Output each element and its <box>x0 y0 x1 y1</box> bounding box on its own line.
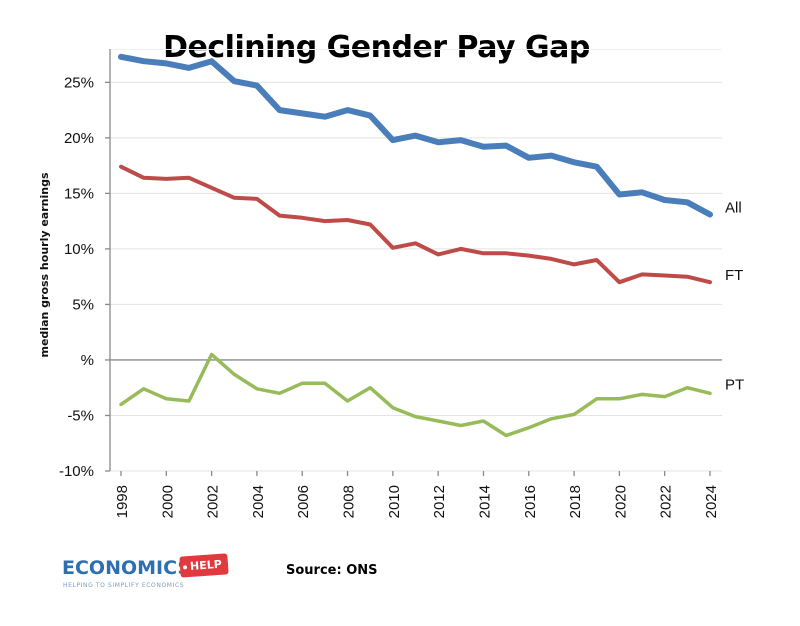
y-tick-label: -10% <box>59 463 94 480</box>
y-tick-label: -5% <box>67 407 94 424</box>
y-tick-label: 25% <box>64 74 94 91</box>
x-tick-label: 2022 <box>658 485 675 518</box>
series-labels: All FT PT <box>725 199 744 393</box>
x-axis-ticks: 1998 2000 2002 2004 2006 2008 2010 2012 2014 2016… <box>114 471 720 518</box>
logo-tagline: HELPING TO SIMPLIFY ECONOMICS <box>63 582 185 589</box>
x-tick-label: 2004 <box>250 485 267 518</box>
source-note: Source: ONS <box>286 563 378 578</box>
series-lines <box>118 53 713 438</box>
series-line-ft <box>119 164 712 285</box>
series-label-pt: PT <box>725 376 744 393</box>
series-label-all: All <box>725 199 742 216</box>
y-axis-label: median gross hourly earnings <box>38 172 51 357</box>
x-tick-label: 2014 <box>476 485 493 518</box>
gridlines <box>110 49 722 472</box>
x-tick-label: 2006 <box>295 485 312 518</box>
y-tick-label: % <box>81 352 94 369</box>
x-tick-label: 2020 <box>612 485 629 518</box>
x-tick-label: 2010 <box>386 485 403 518</box>
y-tick-label: 10% <box>64 241 94 258</box>
x-tick-label: 2018 <box>567 485 584 518</box>
y-tick-label: 15% <box>64 185 94 202</box>
logo-wordmark: ECONOMICS <box>62 557 192 579</box>
x-tick-label: 2024 <box>703 485 720 518</box>
x-tick-label: 2002 <box>205 485 222 518</box>
x-tick-label: 2012 <box>431 485 448 518</box>
y-tick-label: 20% <box>64 130 94 147</box>
series-line-all <box>118 53 713 218</box>
y-tick-label: 5% <box>72 296 94 313</box>
y-axis-ticks: -10% -5%% 5% 10% 15% 20% 25% <box>59 74 110 480</box>
x-tick-label: 2016 <box>522 485 539 518</box>
x-tick-label: 2008 <box>341 485 358 518</box>
x-tick-label: 2000 <box>159 485 176 518</box>
series-line-pt <box>119 352 712 438</box>
series-label-ft: FT <box>725 267 743 284</box>
x-tick-label: 1998 <box>114 485 131 518</box>
chart-title: Declining Gender Pay Gap <box>163 30 590 65</box>
logo-help-tag: HELP <box>179 553 229 578</box>
